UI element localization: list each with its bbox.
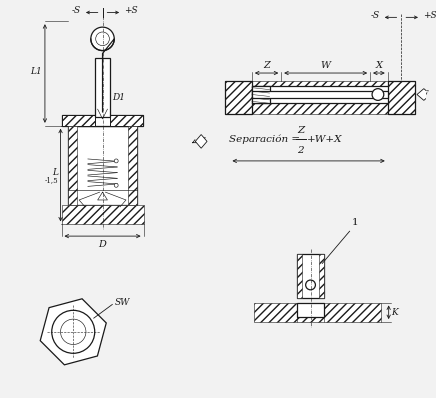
Circle shape <box>95 32 109 46</box>
Text: 2: 2 <box>297 146 304 155</box>
Circle shape <box>61 319 86 345</box>
Text: X: X <box>375 61 382 70</box>
Text: D1: D1 <box>112 93 125 102</box>
Text: W: W <box>321 61 330 70</box>
Bar <box>319 254 324 298</box>
Polygon shape <box>417 89 431 100</box>
Bar <box>110 115 143 126</box>
Text: -S: -S <box>72 6 81 15</box>
Bar <box>68 126 77 205</box>
Bar <box>61 205 143 224</box>
Text: +S: +S <box>124 6 138 15</box>
Circle shape <box>306 280 315 290</box>
Text: Separación =: Separación = <box>229 135 304 144</box>
Text: Z: Z <box>263 61 270 70</box>
Text: 1: 1 <box>351 219 358 227</box>
Bar <box>297 254 302 298</box>
Polygon shape <box>195 135 207 148</box>
Circle shape <box>114 159 118 163</box>
Bar <box>388 81 415 114</box>
Bar <box>225 81 252 114</box>
Bar <box>62 115 143 126</box>
Bar <box>252 81 388 86</box>
Bar <box>225 81 252 114</box>
Circle shape <box>114 183 118 187</box>
Text: -1,5: -1,5 <box>45 176 58 184</box>
Circle shape <box>91 27 114 51</box>
Bar <box>128 126 137 205</box>
Bar <box>252 91 388 98</box>
Text: L: L <box>53 168 58 177</box>
Text: L1: L1 <box>30 66 42 76</box>
Bar <box>297 302 324 317</box>
Bar <box>254 302 381 322</box>
Text: K: K <box>392 308 399 317</box>
Text: +W+X: +W+X <box>307 135 342 144</box>
Bar <box>297 254 324 298</box>
Text: F: F <box>421 90 427 99</box>
Bar <box>62 115 95 126</box>
Bar <box>388 81 415 114</box>
Text: Z: Z <box>297 125 304 135</box>
Polygon shape <box>40 299 106 365</box>
Bar <box>95 59 110 117</box>
Text: +S: +S <box>423 11 436 20</box>
Bar <box>252 86 388 103</box>
Bar <box>252 86 269 103</box>
Circle shape <box>52 310 95 353</box>
Circle shape <box>372 89 384 100</box>
Bar <box>252 103 388 114</box>
Text: D: D <box>99 240 106 249</box>
Text: SW: SW <box>114 298 129 307</box>
Text: -S: -S <box>371 11 380 20</box>
Bar <box>68 126 137 205</box>
Text: F: F <box>198 137 204 146</box>
